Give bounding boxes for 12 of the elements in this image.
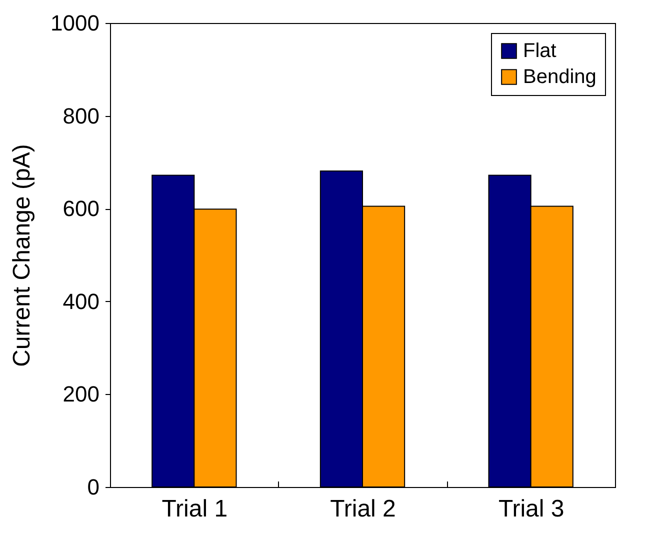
y-tick-label: 600: [62, 196, 100, 222]
y-tick-label: 1000: [50, 10, 100, 36]
x-tick-label: Trial 2: [330, 496, 396, 522]
y-tick-label: 200: [62, 382, 100, 407]
y-tick-label: 400: [62, 288, 100, 314]
y-tick-label: 800: [62, 103, 100, 128]
y-tick-label: 0: [87, 474, 100, 500]
y-axis-title: Current Change (pA): [8, 144, 36, 367]
x-tick-label: Trial 3: [498, 496, 564, 522]
x-tick-label: Trial 1: [162, 496, 228, 522]
legend-label: Bending: [523, 66, 596, 88]
legend-label: Flat: [523, 40, 557, 62]
